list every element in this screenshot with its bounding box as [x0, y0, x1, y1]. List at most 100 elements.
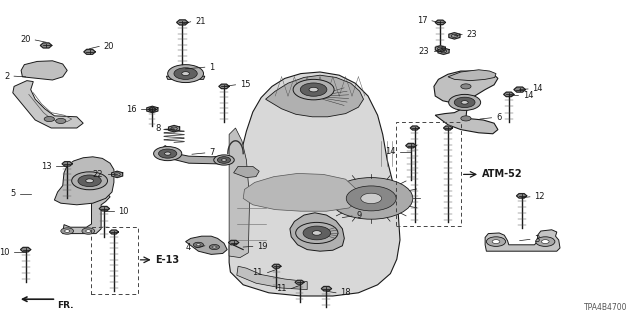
Text: 8: 8: [156, 124, 161, 133]
Polygon shape: [237, 266, 307, 290]
Polygon shape: [62, 162, 72, 166]
Circle shape: [296, 222, 338, 244]
Text: 18: 18: [340, 288, 351, 297]
Text: 9: 9: [356, 212, 362, 220]
Circle shape: [312, 231, 321, 235]
Polygon shape: [229, 128, 250, 258]
Polygon shape: [109, 230, 118, 234]
Polygon shape: [166, 76, 205, 79]
Polygon shape: [434, 71, 498, 134]
Text: 6: 6: [496, 113, 501, 122]
Polygon shape: [186, 236, 227, 254]
Circle shape: [86, 179, 93, 183]
Circle shape: [536, 237, 555, 246]
Circle shape: [174, 68, 197, 79]
Polygon shape: [504, 92, 514, 97]
Circle shape: [82, 228, 95, 234]
Polygon shape: [148, 108, 156, 111]
Polygon shape: [229, 72, 400, 296]
Polygon shape: [444, 126, 452, 130]
Circle shape: [449, 94, 481, 110]
Polygon shape: [485, 230, 560, 251]
Circle shape: [164, 152, 171, 155]
Circle shape: [461, 116, 471, 121]
Circle shape: [193, 242, 204, 247]
Text: 14: 14: [523, 91, 533, 100]
Circle shape: [461, 84, 471, 89]
Polygon shape: [514, 87, 525, 92]
Polygon shape: [438, 48, 449, 54]
Text: 11: 11: [253, 268, 263, 277]
Circle shape: [154, 147, 182, 161]
Polygon shape: [20, 247, 31, 252]
Circle shape: [309, 87, 318, 92]
Circle shape: [86, 230, 91, 232]
Circle shape: [212, 246, 216, 248]
Circle shape: [346, 186, 396, 211]
Polygon shape: [228, 240, 239, 245]
Text: E-13: E-13: [156, 255, 180, 265]
Circle shape: [44, 116, 54, 122]
Text: 14: 14: [385, 148, 396, 156]
Text: 15: 15: [240, 80, 250, 89]
Text: ATM-52: ATM-52: [482, 169, 522, 180]
Text: FR.: FR.: [58, 301, 74, 310]
Text: 17: 17: [417, 16, 428, 25]
Text: 14: 14: [532, 84, 543, 93]
Polygon shape: [295, 280, 304, 284]
Text: 7: 7: [209, 148, 214, 157]
Text: 12: 12: [534, 192, 545, 201]
Circle shape: [486, 237, 506, 246]
Polygon shape: [410, 126, 419, 130]
Polygon shape: [177, 20, 188, 25]
Text: TPA4B4700: TPA4B4700: [584, 303, 627, 312]
Circle shape: [541, 240, 549, 244]
Polygon shape: [111, 171, 123, 178]
Polygon shape: [234, 166, 259, 178]
Polygon shape: [435, 46, 445, 52]
Circle shape: [218, 157, 230, 163]
Text: 3: 3: [534, 235, 540, 244]
Circle shape: [300, 83, 327, 96]
Polygon shape: [435, 20, 445, 25]
Text: 13: 13: [41, 162, 52, 171]
Polygon shape: [21, 61, 67, 80]
Text: 10: 10: [0, 248, 10, 257]
Circle shape: [196, 244, 200, 246]
Polygon shape: [219, 84, 229, 89]
Circle shape: [72, 172, 108, 190]
Text: 16: 16: [125, 105, 136, 114]
Polygon shape: [63, 192, 110, 234]
Polygon shape: [13, 81, 83, 128]
Polygon shape: [449, 33, 460, 39]
Bar: [396, 122, 461, 226]
Circle shape: [78, 175, 101, 187]
Polygon shape: [160, 146, 230, 164]
Polygon shape: [406, 143, 416, 148]
Bar: [91, 227, 138, 294]
Circle shape: [330, 178, 413, 219]
Circle shape: [182, 72, 189, 76]
Polygon shape: [84, 49, 95, 54]
Polygon shape: [147, 106, 158, 113]
Circle shape: [56, 118, 66, 124]
Polygon shape: [168, 125, 180, 132]
Text: 23: 23: [467, 30, 477, 39]
Text: 10: 10: [118, 207, 129, 216]
Text: 20: 20: [104, 42, 114, 51]
Polygon shape: [516, 194, 527, 198]
Polygon shape: [321, 286, 332, 291]
Circle shape: [303, 226, 330, 240]
Polygon shape: [243, 173, 357, 211]
Polygon shape: [272, 264, 281, 268]
Text: 2: 2: [4, 72, 10, 81]
Text: 11: 11: [276, 284, 287, 293]
Circle shape: [492, 240, 500, 244]
Polygon shape: [99, 206, 109, 211]
Circle shape: [61, 228, 74, 234]
Circle shape: [209, 244, 220, 250]
Text: 19: 19: [257, 242, 268, 251]
Circle shape: [159, 149, 177, 158]
Circle shape: [293, 79, 334, 100]
Circle shape: [361, 193, 381, 204]
